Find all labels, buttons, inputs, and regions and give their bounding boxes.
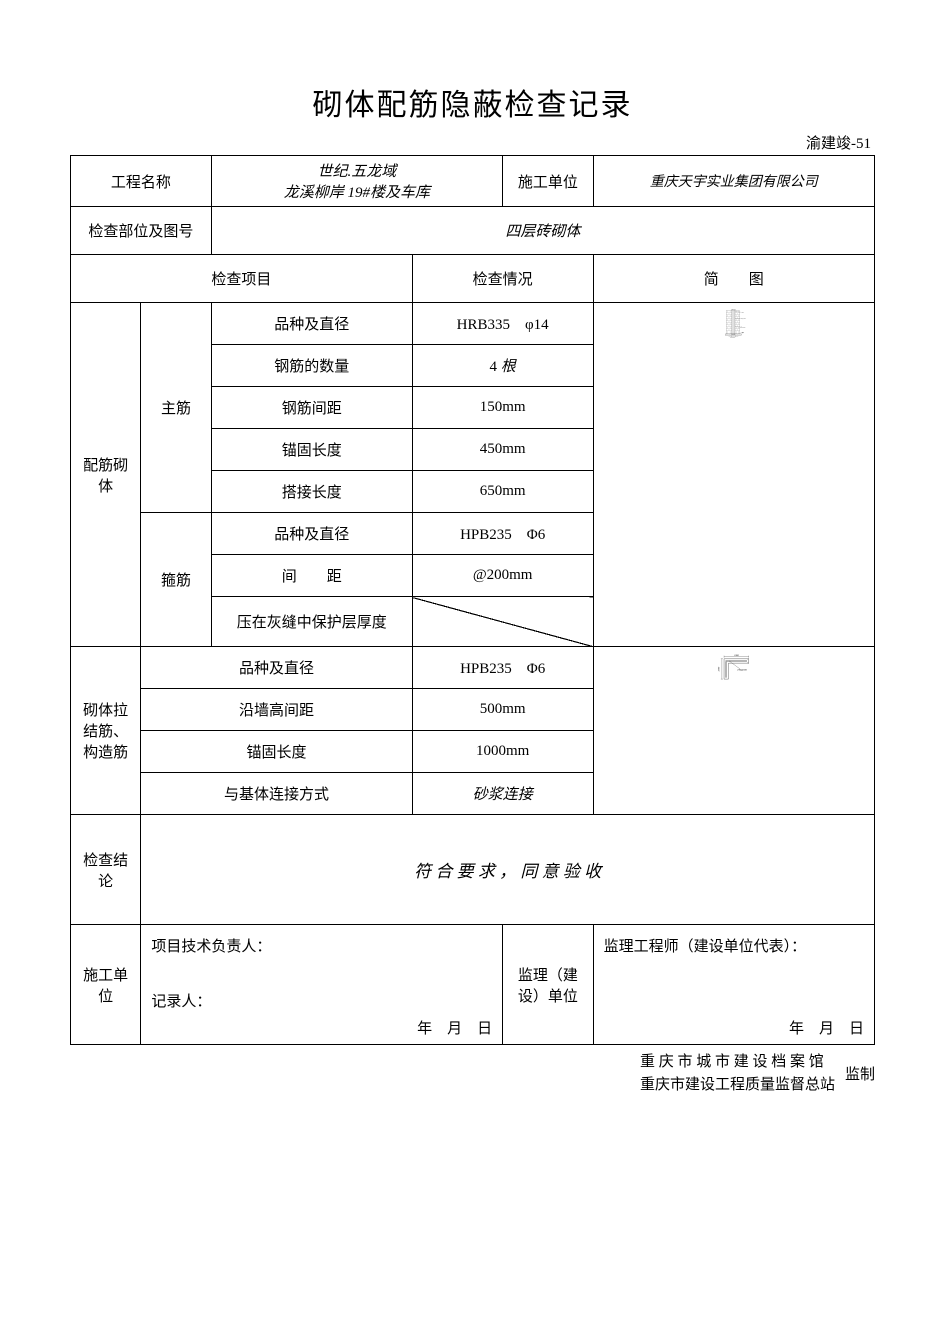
value-a-qty: 4 根 — [412, 345, 593, 387]
label-location: 检查部位及图号 — [71, 207, 212, 255]
footer-line1: 重 庆 市 城 市 建 设 档 案 馆 — [640, 1051, 835, 1074]
value-a-anchor: 450mm — [412, 429, 593, 471]
group-a-label: 配筋砌体 — [77, 454, 134, 496]
label-project-name: 工程名称 — [71, 156, 212, 207]
project-name-line1: 世纪.五龙域 — [218, 160, 496, 181]
diagram-a-anno-3: 2Φ6@500 — [740, 326, 745, 329]
diagram-a-anno-4: 楼面 — [741, 332, 744, 334]
value-b-type: HPB235 Φ6 — [412, 647, 593, 689]
value-project-name: 世纪.五龙域 龙溪柳岸 19#楼及车库 — [211, 156, 502, 207]
label-contractor: 施工单位 — [503, 156, 593, 207]
project-name-line2: 龙溪柳岸 19#楼及车库 — [218, 181, 496, 202]
label-sig-supervision: 监理（建设）单位 — [503, 925, 593, 1045]
subgroup-stirrup: 箍筋 — [141, 513, 211, 647]
value-location: 四层砖砌体 — [211, 207, 874, 255]
sig-supervision-block: 监理工程师（建设单位代表）： 年 月 日 — [593, 925, 874, 1045]
sig-tech-lead: 项目技术负责人： — [147, 929, 496, 962]
value-a-type: HRB335 φ14 — [412, 303, 593, 345]
value-s-type: HPB235 Φ6 — [412, 513, 593, 555]
value-b-spacing: 500mm — [412, 689, 593, 731]
label-sig-contractor: 施工单位 — [71, 925, 141, 1045]
qty-unit: 根 — [501, 359, 516, 375]
label-s-spacing: 间 距 — [211, 555, 412, 597]
diagram-b-svg: 1000 2000 2Φ6@500 — [600, 653, 868, 682]
document-code: 渝建竣-51 — [70, 132, 875, 153]
value-s-cover-diag — [412, 597, 593, 647]
diagram-a-anno-5: 60,200,60 — [730, 337, 735, 338]
diagram-a-anno-2: Φ6@200 — [741, 317, 746, 320]
diagram-b-anno-left: 2000 — [717, 666, 720, 671]
label-b-connect: 与基体连接方式 — [141, 773, 412, 815]
subgroup-main-rebar: 主筋 — [141, 303, 211, 513]
value-b-anchor: 1000mm — [412, 731, 593, 773]
diagram-a-anno-1: 4Φ14 — [741, 311, 744, 314]
col-check-item: 检查项目 — [71, 255, 413, 303]
value-conclusion: 符 合 要 求 ， 同 意 验 收 — [141, 815, 875, 925]
label-a-anchor: 锚固长度 — [211, 429, 412, 471]
label-a-qty: 钢筋的数量 — [211, 345, 412, 387]
label-b-anchor: 锚固长度 — [141, 731, 412, 773]
label-a-type: 品种及直径 — [211, 303, 412, 345]
value-s-spacing: @200mm — [412, 555, 593, 597]
col-status: 检查情况 — [412, 255, 593, 303]
label-a-lap: 搭接长度 — [211, 471, 412, 513]
inspection-table: 工程名称 世纪.五龙域 龙溪柳岸 19#楼及车库 施工单位 重庆天宇实业集团有限… — [70, 155, 875, 1045]
label-s-cover: 压在灰缝中保护层厚度 — [211, 597, 412, 647]
label-b-spacing: 沿墙高间距 — [141, 689, 412, 731]
diagram-b-cell: 1000 2000 2Φ6@500 — [593, 647, 874, 815]
diagram-a-svg: 4Φ14 Φ6@200 2Φ6@500 楼面 60,200,60 — [600, 309, 868, 338]
diagram-a-cell: 4Φ14 Φ6@200 2Φ6@500 楼面 60,200,60 — [593, 303, 874, 647]
col-diagram: 简 图 — [593, 255, 874, 303]
label-a-spacing: 钢筋间距 — [211, 387, 412, 429]
footer-line2: 重庆市建设工程质量监督总站 — [640, 1074, 835, 1097]
label-s-type: 品种及直径 — [211, 513, 412, 555]
sig-contractor-date: 年 月 日 — [417, 1017, 492, 1038]
value-a-spacing: 150mm — [412, 387, 593, 429]
sig-recorder: 记录人： — [147, 962, 496, 1011]
value-b-connect: 砂浆连接 — [412, 773, 593, 815]
qty-num: 4 — [490, 359, 498, 375]
page-footer: 重 庆 市 城 市 建 设 档 案 馆 重庆市建设工程质量监督总站 监制 — [70, 1051, 875, 1096]
value-a-lap: 650mm — [412, 471, 593, 513]
footer-supervise: 监制 — [835, 1051, 875, 1096]
label-b-type: 品种及直径 — [141, 647, 412, 689]
diagram-b-anno-top: 1000 — [734, 654, 739, 657]
group-tie-rebar: 砌体拉结筋、构造筋 — [71, 647, 141, 815]
group-reinforced-masonry: 配筋砌体 — [71, 303, 141, 647]
sig-contractor-block: 项目技术负责人： 记录人： 年 月 日 — [141, 925, 503, 1045]
diagram-b-anno-leader: 2Φ6@500 — [737, 668, 748, 671]
value-contractor: 重庆天宇实业集团有限公司 — [593, 156, 874, 207]
sig-supervision-date: 年 月 日 — [789, 1017, 864, 1038]
label-conclusion: 检查结论 — [71, 815, 141, 925]
page-title: 砌体配筋隐蔽检查记录 — [70, 80, 875, 124]
sig-supervisor: 监理工程师（建设单位代表）： — [600, 929, 868, 962]
